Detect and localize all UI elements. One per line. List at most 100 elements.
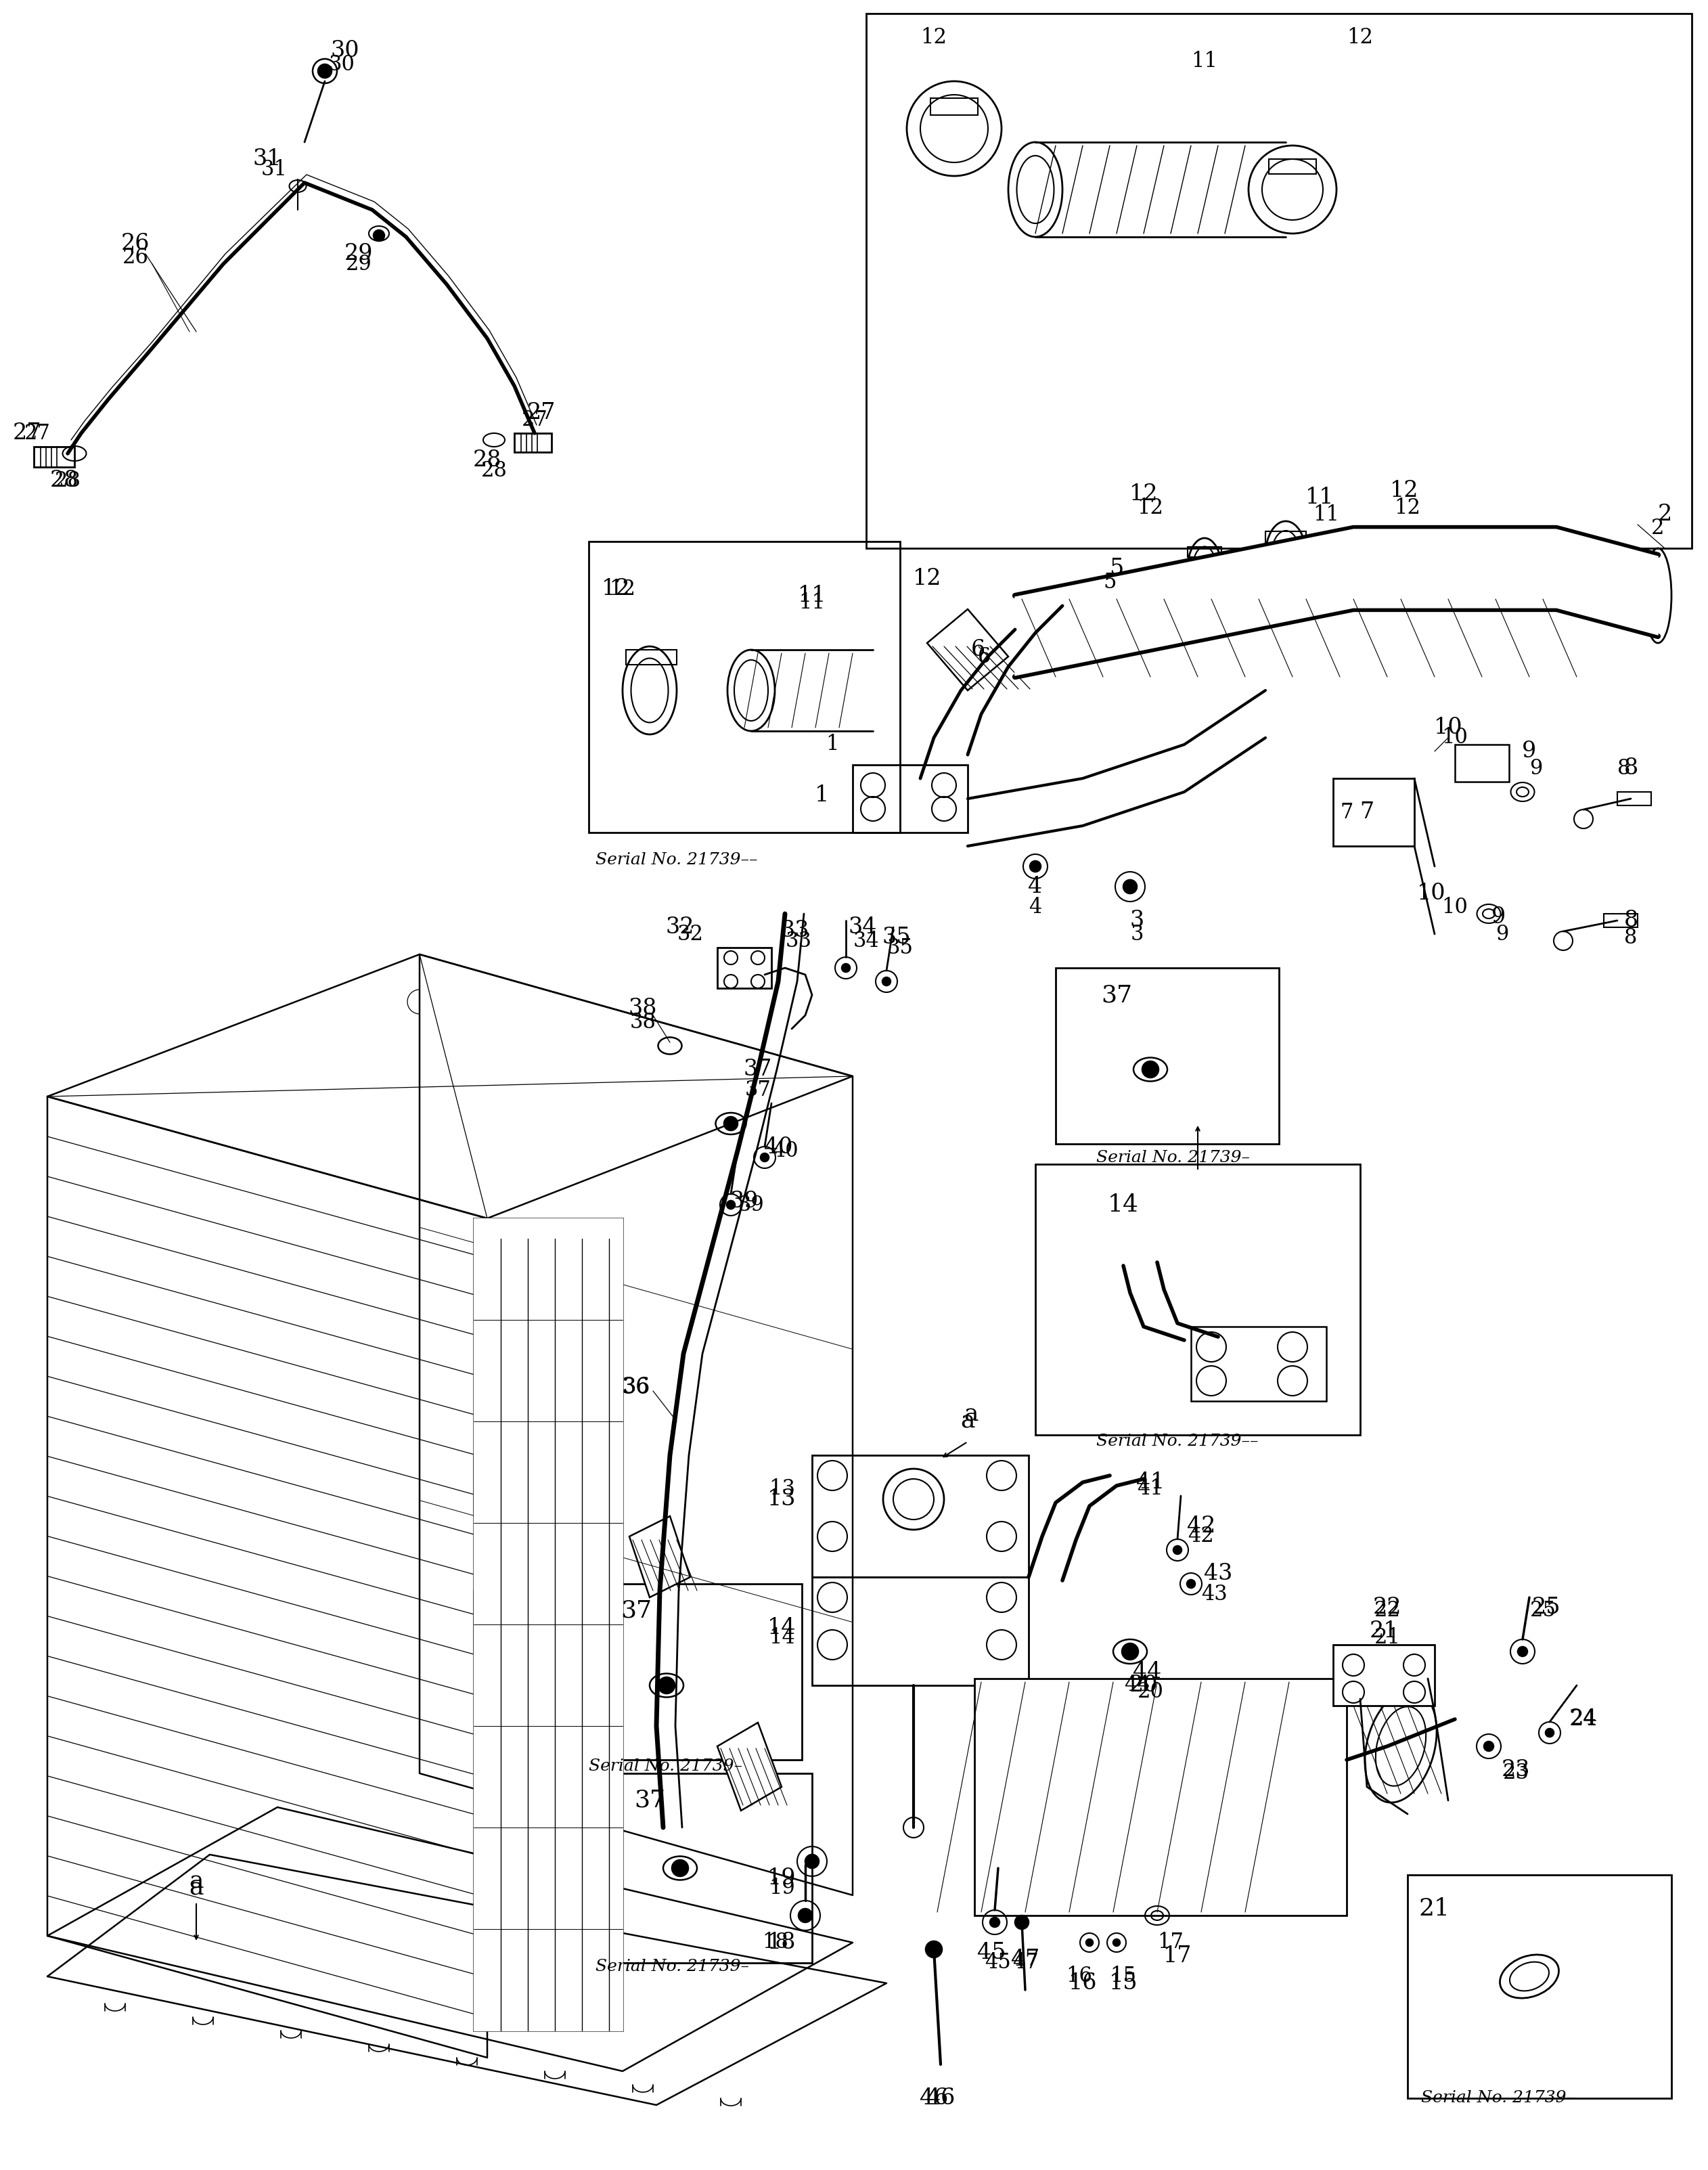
Text: 20: 20 bbox=[1138, 1682, 1163, 1703]
Circle shape bbox=[1546, 1729, 1554, 1736]
Text: 6: 6 bbox=[970, 638, 986, 660]
Text: 9: 9 bbox=[1491, 907, 1506, 929]
Bar bbox=[1190, 1326, 1327, 1402]
Bar bbox=[811, 1578, 1028, 1686]
Text: 16: 16 bbox=[1068, 1973, 1097, 1994]
Text: 12: 12 bbox=[1390, 480, 1419, 501]
Circle shape bbox=[374, 230, 384, 241]
Circle shape bbox=[408, 990, 432, 1013]
Text: 34: 34 bbox=[852, 931, 880, 950]
Text: 17: 17 bbox=[1158, 1931, 1184, 1953]
Text: 33: 33 bbox=[781, 920, 810, 942]
Text: 43: 43 bbox=[1201, 1584, 1228, 1604]
Text: 45: 45 bbox=[977, 1942, 1006, 1964]
Text: 45: 45 bbox=[986, 1953, 1011, 1973]
Polygon shape bbox=[629, 1517, 690, 1597]
Bar bbox=[717, 948, 772, 987]
Text: 44: 44 bbox=[1132, 1660, 1161, 1682]
Text: 9: 9 bbox=[1496, 924, 1508, 944]
Text: 46: 46 bbox=[919, 2088, 948, 2109]
Bar bbox=[1035, 1163, 1360, 1434]
Text: Serial No. 21739–: Serial No. 21739– bbox=[589, 1760, 743, 1775]
Text: 14: 14 bbox=[1108, 1194, 1139, 1217]
Text: 35: 35 bbox=[883, 927, 910, 948]
Circle shape bbox=[760, 1154, 769, 1161]
Text: 7: 7 bbox=[1360, 801, 1375, 822]
Bar bbox=[1187, 547, 1221, 558]
Text: 37: 37 bbox=[745, 1078, 770, 1100]
Bar bbox=[975, 1680, 1346, 1916]
Text: 19: 19 bbox=[767, 1868, 796, 1890]
Circle shape bbox=[842, 963, 851, 972]
Text: 10: 10 bbox=[1433, 716, 1462, 738]
Circle shape bbox=[671, 1860, 688, 1877]
Bar bbox=[625, 649, 676, 664]
Bar bbox=[1334, 1645, 1435, 1706]
Text: 40: 40 bbox=[763, 1137, 793, 1159]
Text: 37: 37 bbox=[743, 1059, 772, 1081]
Text: 1: 1 bbox=[825, 733, 839, 755]
Text: 12: 12 bbox=[610, 579, 635, 599]
Bar bbox=[852, 764, 968, 833]
Polygon shape bbox=[927, 610, 1008, 690]
Text: 12: 12 bbox=[1129, 484, 1158, 506]
Text: 6: 6 bbox=[979, 647, 991, 666]
Text: 11: 11 bbox=[799, 592, 825, 612]
Text: 35: 35 bbox=[886, 937, 914, 959]
Circle shape bbox=[1173, 1545, 1182, 1554]
Text: 37: 37 bbox=[620, 1599, 652, 1623]
Circle shape bbox=[1114, 1940, 1120, 1946]
Circle shape bbox=[1086, 1940, 1093, 1946]
Text: 16: 16 bbox=[1066, 1966, 1093, 1988]
Circle shape bbox=[799, 1910, 811, 1923]
Circle shape bbox=[1575, 809, 1594, 829]
Bar bbox=[34, 447, 75, 467]
Text: 38: 38 bbox=[630, 1011, 656, 1033]
Circle shape bbox=[991, 1918, 999, 1927]
Text: 36: 36 bbox=[623, 1378, 649, 1397]
Text: 28: 28 bbox=[55, 471, 80, 490]
Bar bbox=[589, 542, 900, 833]
Polygon shape bbox=[717, 1723, 782, 1810]
Circle shape bbox=[318, 65, 331, 78]
Text: 3: 3 bbox=[1129, 909, 1144, 931]
Text: 28: 28 bbox=[482, 460, 507, 482]
Text: 12: 12 bbox=[912, 569, 941, 590]
Text: 33: 33 bbox=[786, 931, 811, 950]
Text: 32: 32 bbox=[666, 916, 695, 937]
Text: Serial No. 21739–: Serial No. 21739– bbox=[1097, 1150, 1250, 1165]
Bar bbox=[811, 1456, 1028, 1578]
Circle shape bbox=[728, 1200, 734, 1209]
Text: 8: 8 bbox=[1624, 757, 1638, 779]
Text: 12: 12 bbox=[921, 26, 946, 48]
Circle shape bbox=[1187, 1580, 1196, 1588]
Text: 21: 21 bbox=[1419, 1897, 1450, 1920]
Polygon shape bbox=[48, 955, 852, 1217]
Text: 12: 12 bbox=[1138, 497, 1163, 519]
Text: 20: 20 bbox=[1129, 1675, 1158, 1697]
Bar bbox=[1056, 968, 1279, 1144]
Text: 11: 11 bbox=[798, 584, 827, 605]
Text: 27: 27 bbox=[528, 401, 555, 423]
Text: Serial No. 21739––: Serial No. 21739–– bbox=[596, 853, 758, 868]
Text: 41: 41 bbox=[1136, 1471, 1165, 1493]
Text: 37: 37 bbox=[1102, 983, 1132, 1007]
Circle shape bbox=[1122, 1643, 1138, 1660]
Text: 10: 10 bbox=[1418, 883, 1445, 905]
Text: 9: 9 bbox=[1530, 757, 1542, 779]
Text: a: a bbox=[963, 1404, 979, 1426]
Bar bbox=[1269, 158, 1317, 174]
Text: 21: 21 bbox=[1370, 1621, 1399, 1643]
Text: 32: 32 bbox=[676, 924, 704, 944]
Text: 38: 38 bbox=[629, 998, 658, 1020]
Text: 4: 4 bbox=[1028, 896, 1042, 918]
Text: a: a bbox=[190, 1871, 203, 1892]
Circle shape bbox=[1015, 1916, 1028, 1929]
Circle shape bbox=[504, 1011, 524, 1033]
Text: 24: 24 bbox=[1570, 1708, 1597, 1729]
Text: Serial No. 21739––: Serial No. 21739–– bbox=[1097, 1434, 1259, 1450]
Circle shape bbox=[883, 977, 890, 985]
Polygon shape bbox=[48, 1855, 886, 2105]
Text: 19: 19 bbox=[769, 1877, 796, 1899]
Text: 30: 30 bbox=[331, 39, 360, 61]
